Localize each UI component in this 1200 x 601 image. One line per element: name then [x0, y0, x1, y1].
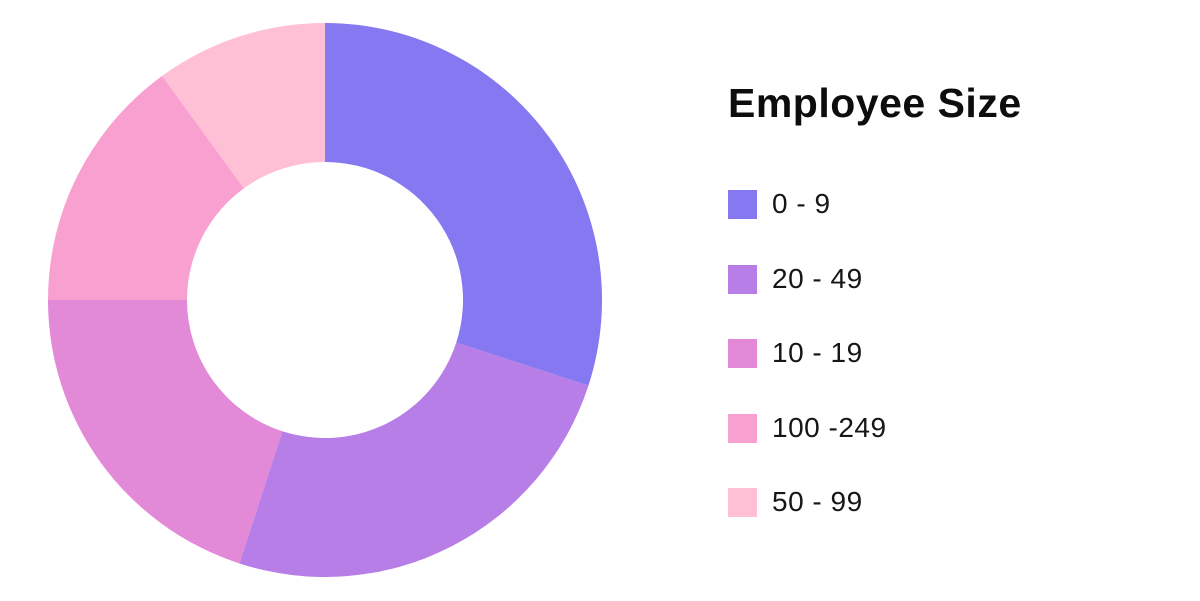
donut-segment [48, 75, 244, 301]
donut-chart [48, 23, 602, 577]
legend-item: 0 - 9 [728, 188, 831, 219]
legend-label: 10 - 19 [772, 337, 863, 368]
donut-segment [325, 23, 602, 386]
legend-swatch [728, 338, 757, 368]
legend-swatch [728, 189, 757, 219]
legend-label: 50 - 99 [772, 486, 863, 517]
legend-swatch [728, 413, 757, 443]
legend-label: 0 - 9 [772, 188, 831, 219]
legend-item: 20 - 49 [728, 263, 863, 294]
donut-segment [162, 23, 325, 189]
donut-segment [48, 300, 283, 564]
legend-swatch [728, 264, 757, 294]
legend-item: 50 - 99 [728, 486, 863, 517]
donut-segment [239, 342, 589, 577]
legend-label: 100 -249 [772, 412, 887, 443]
legend-item: 10 - 19 [728, 337, 863, 368]
legend-title: Employee Size [728, 80, 1022, 126]
legend-swatch [728, 487, 757, 517]
legend-label: 20 - 49 [772, 263, 863, 294]
legend-item: 100 -249 [728, 412, 887, 443]
